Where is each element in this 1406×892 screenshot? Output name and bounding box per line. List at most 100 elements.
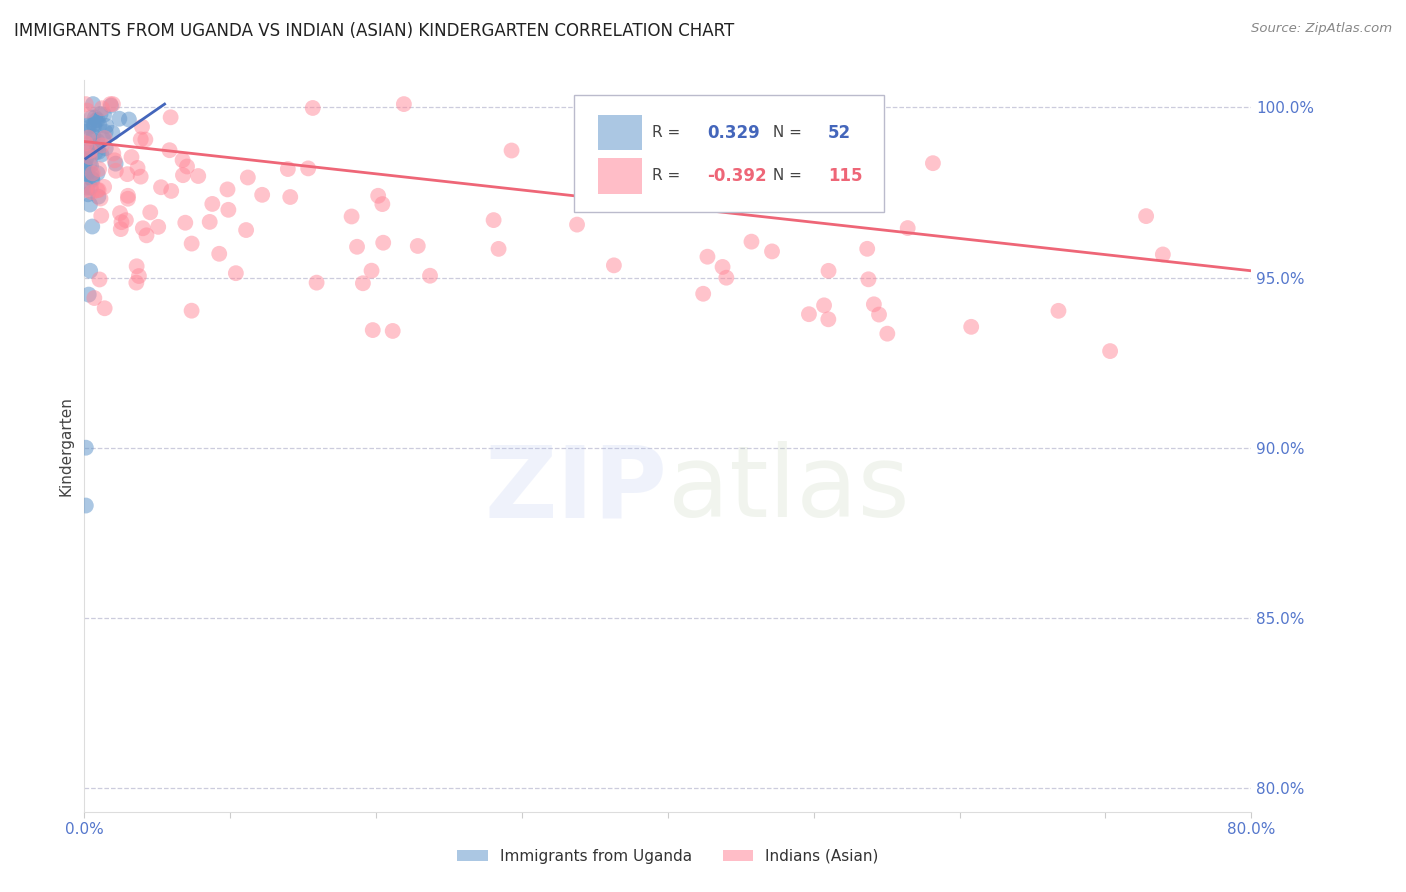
Point [100,98,122,112]
Point [103,146,125,161]
Point [150,180,173,194]
Point [108,112,131,126]
Point [217,202,239,217]
Point [75,166,97,180]
Point [75,125,97,139]
Text: -0.392: -0.392 [707,167,768,185]
Point [305,276,328,290]
Point [79,156,101,170]
Point [86,166,108,180]
Point [501,144,523,158]
Point [135,228,157,243]
Point [381,324,404,338]
Point [75,153,97,168]
Point [600,114,623,128]
Point [740,235,762,249]
Point [766,178,789,193]
Point [94,125,117,139]
Point [373,235,395,250]
Point [134,132,156,146]
Point [696,250,718,264]
Point [856,242,879,256]
Point [84,111,107,125]
Point [198,215,221,229]
Point [565,218,588,232]
Point [180,236,202,251]
Point [104,163,127,178]
Point [90,138,112,153]
Point [86,138,108,153]
Point [87,189,110,203]
Bar [598,115,643,151]
Point [82,97,104,112]
Point [93,131,115,145]
Point [80,111,103,125]
Point [87,183,110,197]
Point [75,441,97,455]
Point [127,161,149,175]
Point [176,160,198,174]
Point [82,219,104,234]
Point [115,213,138,227]
Point [75,97,97,112]
Point [121,150,143,164]
Text: ZIP: ZIP [485,442,668,539]
Point [87,145,110,159]
Point [108,206,131,220]
Point [488,242,510,256]
Point [876,326,898,341]
Point [922,156,945,170]
Point [208,247,231,261]
Point [77,130,100,145]
Point [125,276,148,290]
Point [1152,247,1174,261]
Point [77,287,100,301]
Point [235,223,257,237]
Point [94,141,117,155]
Point [80,158,103,172]
Point [104,153,127,168]
Bar [598,159,643,194]
Point [129,132,152,146]
Point [79,150,101,164]
Point [76,103,98,118]
Point [180,303,202,318]
Text: Source: ZipAtlas.com: Source: ZipAtlas.com [1251,22,1392,36]
Point [80,171,103,186]
Point [86,112,108,127]
Point [160,184,183,198]
Point [89,272,111,286]
Point [77,120,100,135]
Point [159,143,181,157]
Text: R =: R = [651,126,685,140]
Point [187,169,209,183]
Point [225,266,247,280]
Point [117,192,139,206]
Point [84,113,107,128]
Point [83,118,105,132]
Point [277,162,299,177]
Point [360,263,382,277]
Text: R =: R = [651,169,685,184]
Point [419,268,441,283]
Point [82,166,104,180]
Point [340,210,363,224]
Point [201,197,224,211]
Point [603,258,626,272]
Point [858,272,880,286]
Point [76,180,98,194]
Point [75,136,97,151]
Point [692,286,714,301]
Point [813,298,835,312]
Point [117,189,139,203]
Point [297,161,319,176]
Point [110,222,132,236]
Point [93,132,115,146]
Point [101,97,124,112]
Text: 0.329: 0.329 [707,124,761,142]
Point [90,147,112,161]
Point [132,221,155,235]
Point [250,187,273,202]
Point [98,97,121,112]
Text: N =: N = [768,126,807,140]
